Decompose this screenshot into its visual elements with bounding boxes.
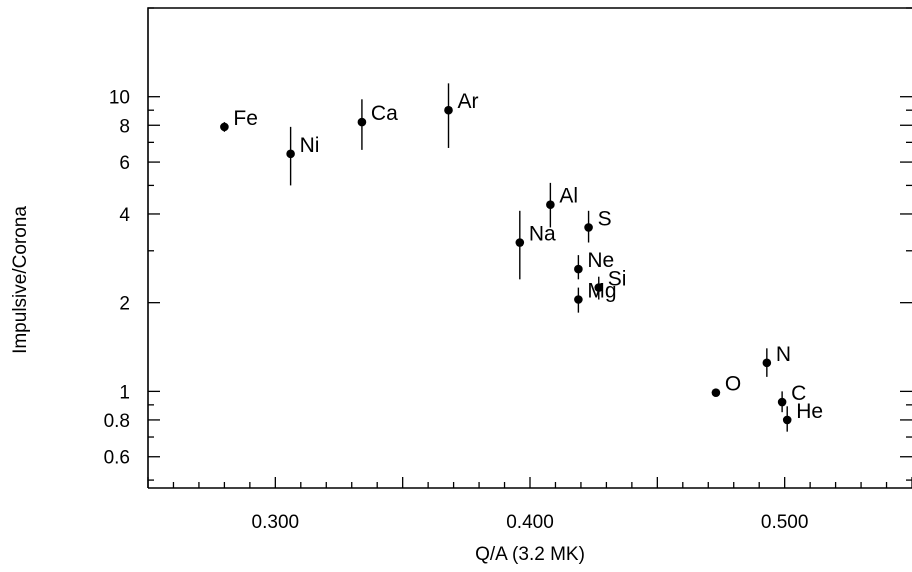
data-marker <box>286 149 295 159</box>
x-axis-ticks: 0.300 0.400 0.500 <box>147 477 912 533</box>
data-marker <box>594 283 604 292</box>
data-marker <box>574 264 583 274</box>
y-axis-title: Impulsive/Corona <box>10 206 31 354</box>
x-axis-title: Q/A (3.2 MK) <box>475 544 585 565</box>
point-label: Ni <box>300 134 320 157</box>
point-label: Al <box>559 185 578 208</box>
data-point-n: N <box>762 343 791 377</box>
y-tick-label: 8 <box>119 116 130 137</box>
data-marker <box>444 105 453 115</box>
point-label: C <box>791 382 806 405</box>
data-marker <box>782 415 792 425</box>
point-label: Ar <box>458 90 479 113</box>
data-point-na: Na <box>515 210 556 280</box>
data-marker <box>546 200 555 210</box>
point-label: Mg <box>587 280 616 303</box>
data-marker <box>584 223 593 232</box>
point-label: Na <box>529 223 556 246</box>
y-tick-label: 4 <box>119 205 130 226</box>
y-axis-ticks: 0.6 0.8 1 2 4 6 8 10 <box>104 7 912 481</box>
y-tick-label: 10 <box>109 88 130 109</box>
y-tick-label: 1 <box>119 382 130 403</box>
data-marker <box>711 388 721 397</box>
point-label: S <box>598 207 612 230</box>
data-point-ar: Ar <box>444 83 479 148</box>
y-tick-label: 6 <box>119 153 130 174</box>
data-point-c: C <box>777 382 806 413</box>
point-label: N <box>776 343 791 366</box>
data-point-ca: Ca <box>357 99 398 150</box>
point-label: He <box>796 400 823 423</box>
y-tick-label: 2 <box>119 294 130 315</box>
point-label: Ca <box>371 102 398 125</box>
data-point-he: He <box>782 400 823 432</box>
data-point-ni: Ni <box>286 126 320 186</box>
data-marker <box>220 122 229 132</box>
data-point-s: S <box>584 207 612 243</box>
data-point-o: O <box>711 373 741 397</box>
data-marker <box>574 295 583 304</box>
point-label: O <box>725 373 741 396</box>
data-marker <box>515 238 525 247</box>
data-marker <box>777 397 787 407</box>
point-label: Fe <box>233 107 258 130</box>
data-point-si: Si <box>594 268 626 300</box>
data-marker <box>357 117 367 127</box>
y-tick-label: 0.8 <box>104 411 130 432</box>
point-label: Si <box>608 268 627 291</box>
data-point-ne: Ne <box>574 249 614 280</box>
y-tick-label: 0.6 <box>104 448 130 469</box>
x-tick-label: 0.300 <box>252 512 300 533</box>
data-point-mg: Mg <box>574 280 617 313</box>
x-tick-label: 0.400 <box>506 512 554 533</box>
point-label: Ne <box>587 249 614 272</box>
data-marker <box>762 358 772 368</box>
data-point-al: Al <box>546 182 578 228</box>
x-tick-label: 0.500 <box>761 512 809 533</box>
data-point-fe: Fe <box>220 107 258 132</box>
